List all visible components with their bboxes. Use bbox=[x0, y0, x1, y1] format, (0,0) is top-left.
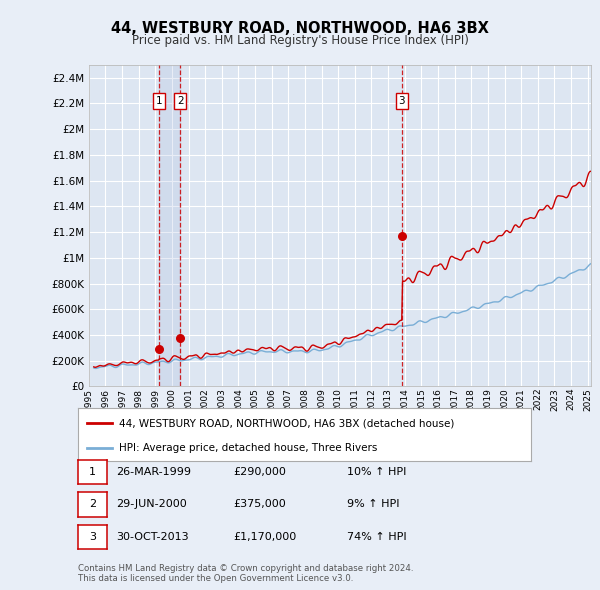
Text: £290,000: £290,000 bbox=[233, 467, 286, 477]
Text: 74% ↑ HPI: 74% ↑ HPI bbox=[347, 532, 406, 542]
Text: 10% ↑ HPI: 10% ↑ HPI bbox=[347, 467, 406, 477]
Text: 2: 2 bbox=[177, 96, 184, 106]
Text: 26-MAR-1999: 26-MAR-1999 bbox=[116, 467, 191, 477]
Text: 3: 3 bbox=[89, 532, 96, 542]
Text: 2: 2 bbox=[89, 500, 96, 509]
Text: 44, WESTBURY ROAD, NORTHWOOD, HA6 3BX (detached house): 44, WESTBURY ROAD, NORTHWOOD, HA6 3BX (d… bbox=[119, 418, 454, 428]
Bar bbox=[159, 65, 180, 386]
Text: 1: 1 bbox=[156, 96, 163, 106]
Point bbox=[175, 333, 185, 343]
Text: 30-OCT-2013: 30-OCT-2013 bbox=[116, 532, 188, 542]
Text: 44, WESTBURY ROAD, NORTHWOOD, HA6 3BX: 44, WESTBURY ROAD, NORTHWOOD, HA6 3BX bbox=[111, 21, 489, 35]
Text: 1: 1 bbox=[89, 467, 96, 477]
Text: 3: 3 bbox=[398, 96, 405, 106]
Text: 29-JUN-2000: 29-JUN-2000 bbox=[116, 500, 187, 509]
Point bbox=[154, 345, 164, 354]
Text: HPI: Average price, detached house, Three Rivers: HPI: Average price, detached house, Thre… bbox=[119, 443, 377, 453]
Text: 9% ↑ HPI: 9% ↑ HPI bbox=[347, 500, 400, 509]
Text: £375,000: £375,000 bbox=[233, 500, 286, 509]
Text: £1,170,000: £1,170,000 bbox=[233, 532, 296, 542]
Point bbox=[397, 231, 407, 241]
Text: Contains HM Land Registry data © Crown copyright and database right 2024.
This d: Contains HM Land Registry data © Crown c… bbox=[78, 563, 413, 583]
Text: Price paid vs. HM Land Registry's House Price Index (HPI): Price paid vs. HM Land Registry's House … bbox=[131, 34, 469, 47]
